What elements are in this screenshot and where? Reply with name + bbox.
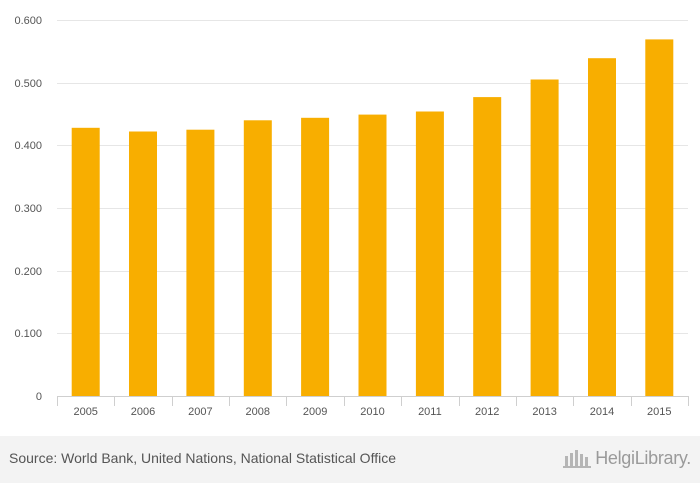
- bar-2009[interactable]: [301, 117, 330, 397]
- y-axis-labels: 0 0.100 0.200 0.300 0.400 0.500 0.600: [14, 15, 42, 403]
- bars: [71, 39, 674, 397]
- bar-2005[interactable]: [71, 127, 100, 397]
- y-tick-label: 0.300: [14, 203, 42, 215]
- x-tick-label: 2012: [475, 406, 499, 418]
- bar-2014[interactable]: [588, 58, 616, 396]
- bar-2012[interactable]: [473, 97, 502, 396]
- bar-2013[interactable]: [530, 79, 559, 397]
- x-tick-label: 2014: [590, 406, 614, 418]
- x-tick-label: 2005: [73, 406, 97, 418]
- source-footer: Source: World Bank, United Nations, Nati…: [0, 436, 700, 483]
- y-tick-label: 0.200: [14, 266, 42, 278]
- bar-2008[interactable]: [243, 120, 272, 397]
- x-tick-label: 2015: [647, 406, 671, 418]
- y-tick-label: 0.100: [14, 328, 42, 340]
- library-building-icon: [563, 450, 592, 468]
- x-tick-label: 2013: [532, 406, 556, 418]
- x-axis: [57, 396, 689, 406]
- bar-2015[interactable]: [645, 39, 674, 397]
- y-tick-label: 0: [36, 391, 42, 403]
- x-tick-label: 2009: [303, 406, 327, 418]
- y-tick-label: 0.500: [14, 78, 42, 90]
- y-tick-label: 0.600: [14, 15, 42, 27]
- bar-2007[interactable]: [186, 129, 215, 396]
- helgilibrary-logo[interactable]: HelgiLibrary.: [562, 445, 691, 471]
- x-tick-label: 2010: [360, 406, 384, 418]
- bar-2006[interactable]: [129, 131, 157, 397]
- x-tick-label: 2008: [246, 406, 270, 418]
- bar-2010[interactable]: [358, 114, 387, 396]
- x-tick-label: 2011: [418, 406, 442, 418]
- x-tick-label: 2006: [131, 406, 155, 418]
- bar-2011[interactable]: [415, 111, 444, 397]
- source-note: Source: World Bank, United Nations, Nati…: [9, 450, 396, 466]
- brand-name: HelgiLibrary.: [595, 447, 691, 468]
- x-tick-label: 2007: [188, 406, 212, 418]
- y-tick-label: 0.400: [14, 140, 42, 152]
- x-axis-labels: 2005 2006 2007 2008 2009 2010 2011 2012 2013 2014…: [73, 406, 671, 418]
